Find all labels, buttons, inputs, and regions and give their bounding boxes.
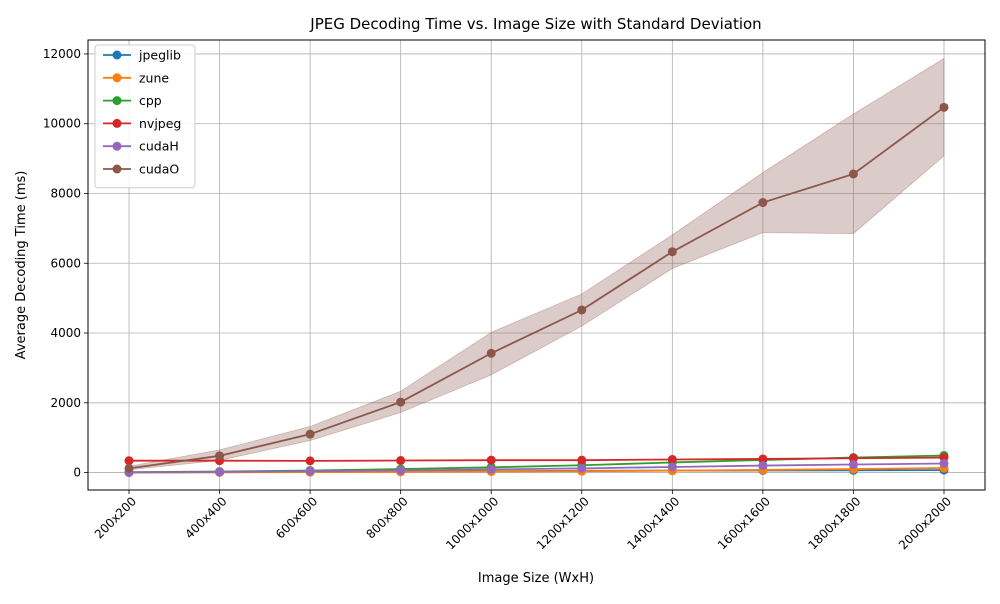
- y-tick-label: 4000: [50, 326, 81, 340]
- series-cudaH: [124, 458, 949, 477]
- y-tick-label: 8000: [50, 186, 81, 200]
- std-dev-band-cudaO: [128, 57, 945, 471]
- data-point-cudaO: [667, 247, 677, 257]
- chart-title: JPEG Decoding Time vs. Image Size with S…: [309, 15, 761, 33]
- series-cudaO: [124, 102, 949, 473]
- data-point-cudaH: [215, 467, 225, 477]
- legend-marker-cudaO: [112, 164, 122, 174]
- y-axis-label: Average Decoding Time (ms): [14, 171, 29, 360]
- x-axis-label: Image Size (WxH): [478, 571, 594, 586]
- data-point-cudaH: [305, 466, 315, 476]
- legend-marker-jpeglib: [112, 50, 122, 60]
- legend-label-jpeglib: jpeglib: [138, 48, 181, 63]
- plot-frame: [87, 39, 986, 491]
- legend-marker-nvjpeg: [112, 118, 122, 128]
- legend-item-cpp: cpp: [103, 93, 162, 108]
- data-point-cudaH: [577, 463, 587, 473]
- legend-marker-zune: [112, 73, 122, 83]
- x-tick-label: 1400x1400: [624, 494, 682, 552]
- data-point-nvjpeg: [305, 456, 315, 466]
- y-tick-label: 6000: [50, 256, 81, 270]
- data-point-cudaH: [939, 458, 949, 468]
- legend-label-cpp: cpp: [139, 93, 162, 108]
- series-layer: [124, 102, 949, 477]
- x-tick-label: 600x600: [273, 494, 320, 541]
- legend: jpeglib zune cpp nvjpeg cudaH cudaO: [94, 44, 196, 189]
- x-tick-label: 2000x2000: [896, 494, 954, 552]
- legend-marker-cpp: [112, 96, 122, 106]
- data-point-cudaO: [305, 429, 315, 439]
- data-point-cudaO: [396, 397, 406, 407]
- std-dev-band-layer: [128, 57, 945, 471]
- data-point-cudaO: [848, 169, 858, 179]
- data-point-nvjpeg: [486, 455, 496, 465]
- data-point-cudaH: [848, 460, 858, 470]
- data-point-nvjpeg: [758, 454, 768, 464]
- legend-label-nvjpeg: nvjpeg: [139, 116, 181, 131]
- legend-item-cudaH: cudaH: [103, 139, 179, 154]
- y-tick-label: 10000: [43, 117, 81, 131]
- data-point-cudaO: [124, 463, 134, 473]
- data-point-nvjpeg: [124, 456, 134, 466]
- legend-item-cudaO: cudaO: [103, 162, 179, 177]
- data-point-nvjpeg: [396, 456, 406, 466]
- x-tick-label: 800x800: [363, 494, 410, 541]
- data-point-cudaH: [486, 464, 496, 474]
- data-point-cudaH: [396, 465, 406, 475]
- data-point-cudaO: [577, 305, 587, 315]
- series-nvjpeg: [124, 453, 949, 466]
- legend-label-zune: zune: [139, 70, 169, 85]
- grid-layer: [88, 40, 985, 490]
- legend-label-cudaH: cudaH: [139, 139, 179, 154]
- x-tick-label: 1200x1200: [534, 494, 592, 552]
- data-point-cudaH: [667, 462, 677, 472]
- y-tick-label: 2000: [50, 396, 81, 410]
- x-tick-label: 1800x1800: [805, 494, 863, 552]
- series-line-cudaH: [128, 462, 945, 474]
- legend-item-jpeglib: jpeglib: [103, 48, 181, 63]
- x-tick-label: 1600x1600: [715, 494, 773, 552]
- series-line-cudaO: [128, 106, 945, 470]
- data-point-nvjpeg: [667, 454, 677, 464]
- x-tick-label: 1000x1000: [443, 494, 501, 552]
- series-line-nvjpeg: [129, 456, 945, 462]
- x-tick-label: 400x400: [182, 494, 229, 541]
- legend-label-cudaO: cudaO: [139, 162, 179, 177]
- y-tick-label: 12000: [43, 47, 81, 61]
- data-point-cudaO: [215, 451, 225, 461]
- data-point-cudaO: [486, 348, 496, 358]
- data-point-cudaH: [758, 461, 768, 471]
- y-tick-label: 0: [73, 466, 81, 480]
- data-point-nvjpeg: [848, 453, 858, 463]
- data-point-cudaO: [939, 102, 949, 112]
- x-tick-label: 200x200: [92, 494, 139, 541]
- legend-item-nvjpeg: nvjpeg: [103, 116, 181, 131]
- data-point-cudaO: [758, 198, 768, 208]
- legend-marker-cudaH: [112, 141, 122, 151]
- legend-item-zune: zune: [103, 70, 169, 85]
- data-point-nvjpeg: [577, 455, 587, 465]
